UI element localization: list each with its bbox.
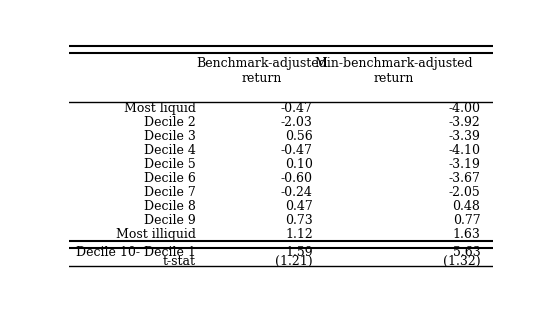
Text: Benchmark-adjusted
return: Benchmark-adjusted return (196, 57, 327, 86)
Text: (1.21): (1.21) (275, 255, 313, 268)
Text: 0.10: 0.10 (285, 158, 313, 171)
Text: Decile 2: Decile 2 (144, 116, 196, 129)
Text: Most illiquid: Most illiquid (116, 228, 196, 241)
Text: -3.39: -3.39 (449, 130, 481, 143)
Text: Decile 3: Decile 3 (144, 130, 196, 143)
Text: Decile 8: Decile 8 (144, 200, 196, 213)
Text: -3.67: -3.67 (449, 172, 481, 185)
Text: Decile 7: Decile 7 (144, 186, 196, 199)
Text: 0.73: 0.73 (285, 214, 313, 227)
Text: -0.47: -0.47 (281, 102, 313, 115)
Text: -4.10: -4.10 (448, 144, 481, 157)
Text: Decile 9: Decile 9 (144, 214, 196, 227)
Text: 0.47: 0.47 (285, 200, 313, 213)
Text: 0.77: 0.77 (453, 214, 481, 227)
Text: 5.63: 5.63 (453, 246, 481, 259)
Text: -3.92: -3.92 (449, 116, 481, 129)
Text: Min-benchmark-adjusted
return: Min-benchmark-adjusted return (314, 57, 473, 86)
Text: (1.32): (1.32) (443, 255, 481, 268)
Text: -3.19: -3.19 (449, 158, 481, 171)
Text: 1.12: 1.12 (285, 228, 313, 241)
Text: Most liquid: Most liquid (124, 102, 196, 115)
Text: -2.05: -2.05 (449, 186, 481, 199)
Text: t-stat: t-stat (163, 255, 196, 268)
Text: -4.00: -4.00 (448, 102, 481, 115)
Text: Decile 6: Decile 6 (144, 172, 196, 185)
Text: Decile 5: Decile 5 (144, 158, 196, 171)
Text: -0.60: -0.60 (281, 172, 313, 185)
Text: 0.48: 0.48 (453, 200, 481, 213)
Text: 1.59: 1.59 (285, 246, 313, 259)
Text: -0.24: -0.24 (281, 186, 313, 199)
Text: -0.47: -0.47 (281, 144, 313, 157)
Text: Decile 10- Decile 1: Decile 10- Decile 1 (76, 246, 196, 259)
Text: 1.63: 1.63 (453, 228, 481, 241)
Text: Decile 4: Decile 4 (144, 144, 196, 157)
Text: 0.56: 0.56 (285, 130, 313, 143)
Text: -2.03: -2.03 (281, 116, 313, 129)
